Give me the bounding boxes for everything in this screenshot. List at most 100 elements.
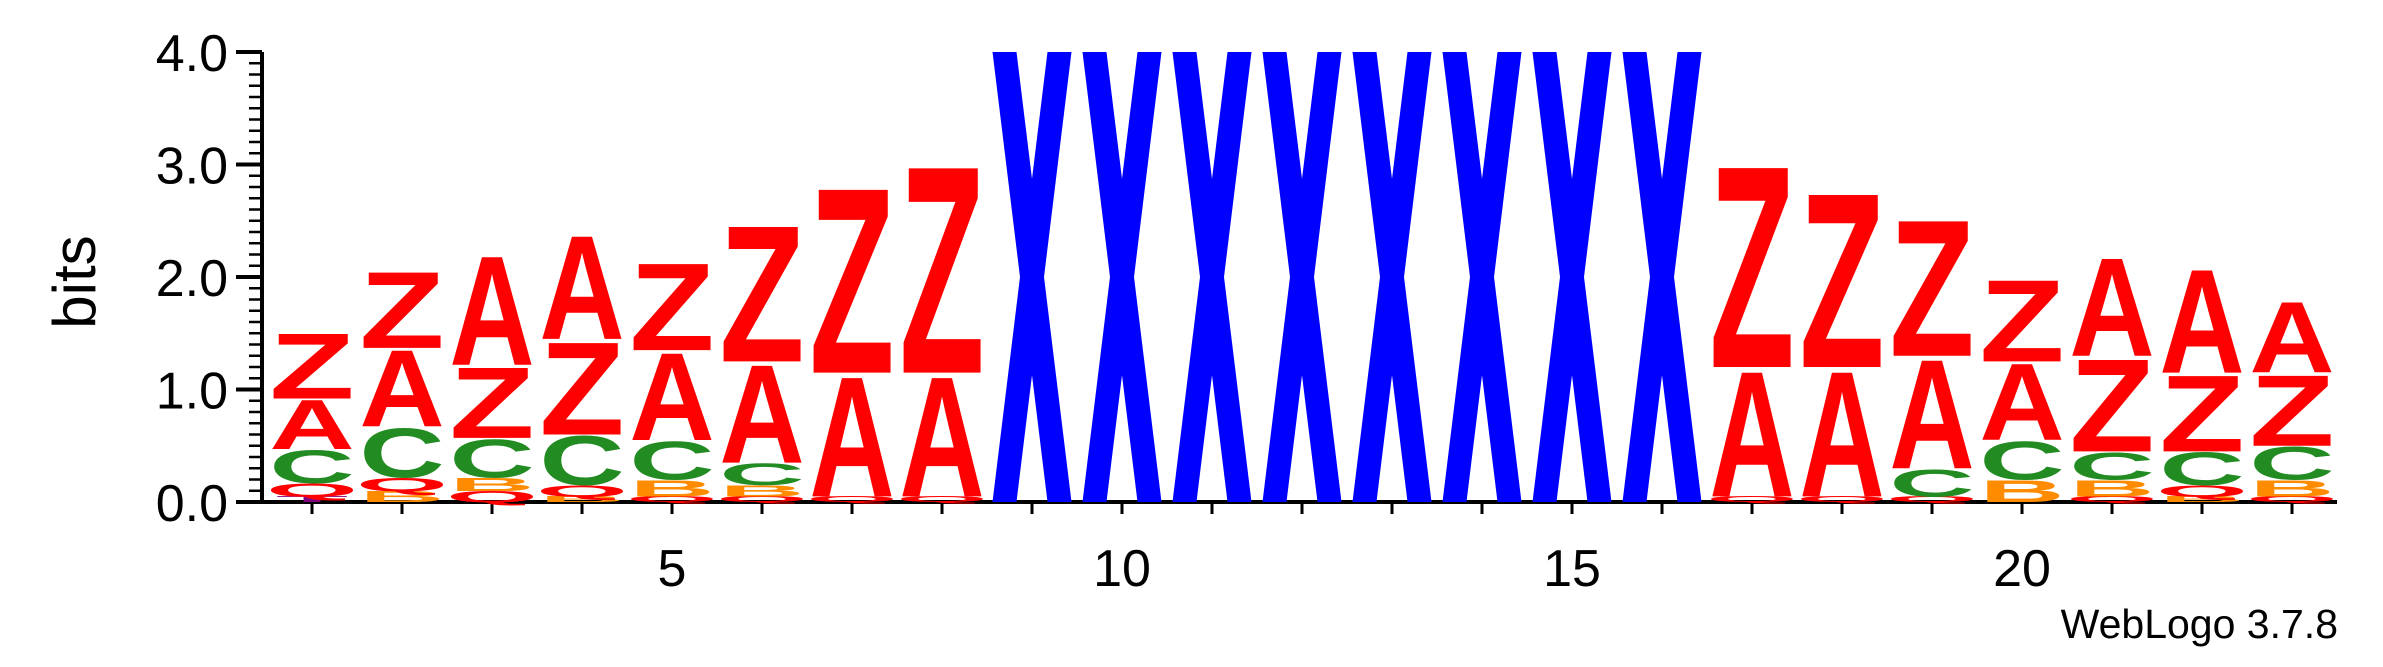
glyph-c: C <box>269 441 354 493</box>
glyph-z: Z <box>719 184 804 403</box>
glyph-b: B <box>2159 495 2244 504</box>
glyph-z: Z <box>2069 331 2154 479</box>
glyph-c: C <box>2069 444 2154 488</box>
glyph-c: C <box>629 431 714 492</box>
letter-stacks: TQCAZBQCAZQBCZABQCZAQBCAZQBCAZQAZQAZQAZQ… <box>266 52 2338 535</box>
glyph-a: A <box>629 327 714 467</box>
glyph-x-stroke <box>1532 52 1612 502</box>
glyph-b: B <box>629 475 714 501</box>
glyph-q: Q <box>806 495 898 504</box>
glyph-q: Q <box>446 488 538 505</box>
glyph-b: B <box>2249 475 2334 501</box>
glyph-x-stroke <box>1352 52 1432 502</box>
glyph-x-stroke <box>1172 52 1252 502</box>
glyph-z: Z <box>1799 141 1884 420</box>
logo-stack <box>992 52 1072 502</box>
glyph-z: Z <box>629 238 714 378</box>
x-axis: 5 10 15 20 <box>262 500 2337 598</box>
glyph-z: Z <box>1889 178 1974 397</box>
glyph-z: Z <box>2249 354 2334 467</box>
glyph-x-stroke <box>992 52 1072 502</box>
glyph-a: A <box>269 385 354 464</box>
glyph-q: Q <box>2246 495 2338 504</box>
glyph-q: Q <box>266 479 358 500</box>
glyph-a: A <box>2159 240 2244 405</box>
glyph-b: B <box>719 482 804 499</box>
logo-stack: QAZ <box>896 105 988 534</box>
logo-stack <box>1082 52 1162 502</box>
glyph-c: C <box>719 457 804 492</box>
y-tick-label: 3.0 <box>156 138 228 196</box>
y-axis: 0.0 1.0 2.0 3.0 4.0 <box>156 25 264 533</box>
glyph-a: A <box>2249 281 2334 394</box>
logo-stack: QAZ <box>1706 107 1798 535</box>
glyph-a: A <box>1799 334 1884 535</box>
glyph-a: A <box>1889 328 1974 502</box>
glyph-x <box>1262 52 1342 502</box>
y-axis-label: bits <box>41 235 108 328</box>
logo-stack <box>1172 52 1252 502</box>
logo-stack <box>1532 52 1612 502</box>
glyph-c: C <box>2159 443 2244 495</box>
glyph-q: Q <box>896 495 988 504</box>
logo-stack <box>1262 52 1342 502</box>
glyph-x <box>1172 52 1252 502</box>
glyph-q: Q <box>1796 495 1888 504</box>
glyph-b: B <box>359 488 444 505</box>
logo-stack <box>1352 52 1432 502</box>
glyph-x <box>1442 52 1522 502</box>
glyph-a: A <box>1979 342 2064 464</box>
glyph-q: Q <box>536 482 628 499</box>
glyph-c: C <box>359 414 444 493</box>
glyph-c: C <box>539 421 624 500</box>
glyph-z: Z <box>899 105 984 437</box>
y-tick-label: 2.0 <box>156 250 228 308</box>
glyph-q: Q <box>2156 482 2248 499</box>
glyph-x <box>1622 52 1702 502</box>
glyph-x-stroke <box>1442 52 1522 502</box>
y-tick-label: 0.0 <box>156 475 228 533</box>
glyph-a: A <box>1709 334 1794 535</box>
glyph-q: Q <box>626 495 718 504</box>
glyph-q: Q <box>2066 495 2158 504</box>
glyph-t: T <box>276 495 348 504</box>
glyph-a: A <box>2069 228 2154 386</box>
glyph-x-stroke <box>1082 52 1162 502</box>
glyph-x <box>992 52 1072 502</box>
glyph-q: Q <box>356 474 448 495</box>
glyph-b: B <box>2069 475 2154 501</box>
glyph-c: C <box>449 429 534 490</box>
x-tick-label: 20 <box>1993 540 2051 598</box>
x-tick-label: 10 <box>1093 540 1151 598</box>
glyph-a: A <box>449 225 534 399</box>
glyph-x <box>1532 52 1612 502</box>
glyph-b: B <box>449 474 534 495</box>
glyph-q: Q <box>716 495 808 504</box>
glyph-a: A <box>899 343 984 534</box>
glyph-x-stroke <box>1622 52 1702 502</box>
glyph-z: Z <box>1979 256 2064 387</box>
logo-stack <box>1442 52 1522 502</box>
glyph-a: A <box>359 329 444 451</box>
glyph-b: B <box>1979 474 2064 509</box>
glyph-x <box>1352 52 1432 502</box>
glyph-x <box>1082 52 1162 502</box>
glyph-a: A <box>539 206 624 371</box>
glyph-q: Q <box>1886 495 1978 504</box>
glyph-z: Z <box>449 346 534 459</box>
logo-stack: QAZ <box>1796 141 1888 535</box>
glyph-z: Z <box>269 314 354 419</box>
y-tick-label: 4.0 <box>156 25 228 83</box>
glyph-z: Z <box>809 132 894 429</box>
glyph-c: C <box>1979 431 2064 492</box>
glyph-q: Q <box>1706 495 1798 504</box>
